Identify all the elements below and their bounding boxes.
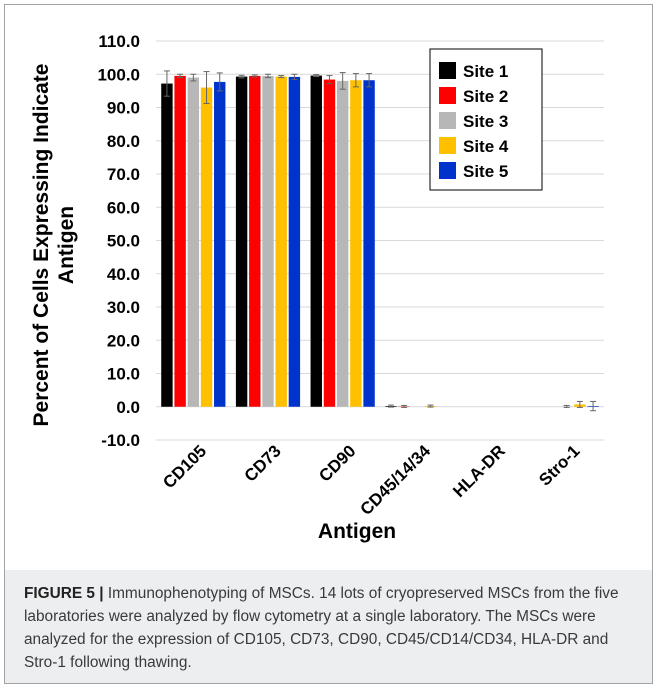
bar (310, 75, 322, 407)
gridlines (156, 40, 604, 441)
x-tick-label: CD105 (159, 441, 210, 492)
y-tick-label: -10.0 (101, 431, 140, 450)
bar (336, 80, 349, 407)
caption-lead: FIGURE 5 | (24, 585, 104, 602)
legend-label: Site 4 (463, 137, 509, 156)
y-tick-label: 10.0 (107, 365, 140, 384)
bars (161, 75, 599, 407)
x-tick-label: CD45/14/34 (357, 441, 435, 519)
bar (275, 76, 287, 407)
caption-text: Immunophenotyping of MSCs. 14 lots of cr… (24, 585, 619, 671)
y-tick-label: 110.0 (98, 32, 140, 51)
bar (187, 77, 200, 407)
x-tick-label: CD73 (241, 441, 285, 485)
y-tick-label: 20.0 (107, 331, 140, 350)
y-tick-label: 80.0 (107, 132, 140, 151)
legend-label: Site 1 (463, 62, 508, 81)
x-tick-label: Stro-1 (535, 441, 583, 489)
error-bars (163, 70, 597, 412)
bar-chart: 110.0 100.0 90.0 80.0 70.0 60.0 50.0 40.0 30.0 20… (30, 32, 604, 543)
legend-label: Site 2 (463, 87, 508, 106)
x-axis-title: Antigen (318, 520, 396, 543)
y-tick-label: 100.0 (97, 65, 140, 84)
bar (350, 80, 362, 407)
legend-swatch (439, 87, 456, 104)
bar (214, 81, 226, 407)
y-tick-label: 50.0 (107, 232, 140, 251)
y-tick-label: 60.0 (107, 198, 140, 217)
y-tick-label: 40.0 (107, 265, 140, 284)
bar (323, 79, 336, 407)
y-tick-label: 0.0 (116, 398, 140, 417)
bar (161, 83, 173, 407)
y-axis-title-line-1: Percent of Cells Expressing Indicate (30, 64, 53, 427)
bar (249, 75, 261, 407)
legend-swatch (439, 137, 456, 154)
bar (262, 75, 274, 407)
y-tick-label: 30.0 (107, 298, 140, 317)
x-tick-label: HLA-DR (449, 441, 509, 501)
bar (235, 76, 248, 407)
legend-swatch (439, 112, 456, 129)
legend: Site 1 Site 2 Site 3 Site 4 Site 5 (429, 48, 543, 191)
bar (288, 76, 301, 407)
legend-label: Site 5 (463, 162, 508, 181)
x-tick-label: CD90 (315, 441, 359, 485)
y-axis-title-line-2: Antigen (55, 206, 78, 284)
legend-swatch (439, 162, 456, 179)
legend-swatch (439, 62, 456, 79)
y-tick-label: 70.0 (107, 165, 140, 184)
bar (200, 87, 213, 407)
figure-caption: FIGURE 5 | Immunophenotyping of MSCs. 14… (5, 570, 652, 683)
y-tick-label: 90.0 (107, 99, 140, 118)
bar (174, 75, 186, 407)
y-tick-labels: 110.0 100.0 90.0 80.0 70.0 60.0 50.0 40.0 30.0 20… (97, 32, 140, 450)
bar (363, 80, 375, 407)
legend-label: Site 3 (463, 112, 508, 131)
